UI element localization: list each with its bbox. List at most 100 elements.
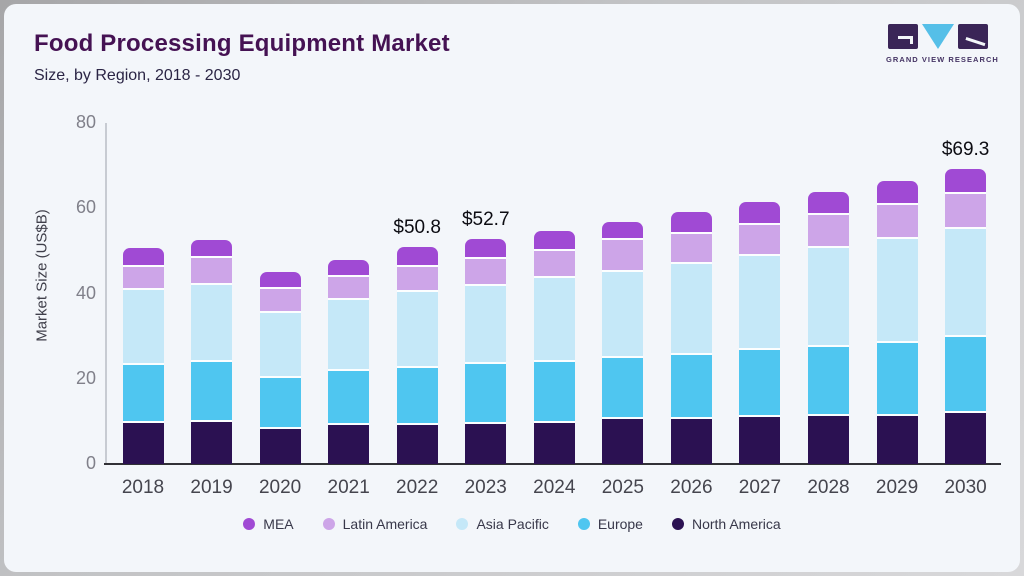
bar-2022-north-america [396, 423, 438, 464]
bar-2026 [670, 211, 712, 464]
value-label-2030: $69.3 [941, 138, 990, 160]
legend-label-north-america: North America [691, 516, 781, 532]
x-axis-line [104, 463, 1001, 465]
bar-2020-north-america [259, 427, 301, 464]
x-tick-2023: 2023 [464, 477, 507, 498]
y-tick-60: 60 [75, 197, 96, 218]
bar-2019-asia-pacific [191, 282, 233, 361]
logo-g-icon [888, 24, 918, 49]
y-axis-title: Market Size (US$B) [33, 209, 51, 342]
bar-2021-mea [328, 260, 370, 275]
x-tick-2020: 2020 [258, 477, 302, 498]
bar-2026-asia-pacific [670, 261, 712, 353]
bar-2028-latin-america [808, 212, 849, 247]
x-tick-2027: 2027 [738, 477, 782, 498]
bar-2028-north-america [808, 414, 849, 464]
y-tick-40: 40 [75, 282, 96, 303]
bar-2030-asia-pacific [945, 226, 987, 336]
bar-2023-asia-pacific [465, 284, 507, 363]
bar-2018-north-america [122, 420, 164, 464]
legend-item-latin-america: Latin America [322, 516, 428, 532]
bar-2024-mea [533, 231, 575, 250]
bar-2020-europe [259, 375, 301, 428]
bar-2024-latin-america [533, 249, 575, 276]
x-tick-2029: 2029 [875, 477, 919, 498]
legend-dot-europe [577, 518, 590, 530]
bar-2018 [122, 248, 164, 464]
bar-2027 [739, 202, 781, 464]
bar-2027-europe [739, 348, 781, 416]
bar-2019-north-america [191, 419, 233, 464]
x-tick-2025: 2025 [601, 477, 644, 498]
bar-2026-north-america [670, 417, 712, 464]
bar-2025-mea [602, 221, 644, 239]
bar-2028-asia-pacific [808, 246, 849, 346]
y-axis-line [105, 123, 107, 464]
bar-2019-europe [191, 360, 233, 420]
gvr-logo: GRAND VIEW RESEARCH [886, 24, 999, 64]
bar-2022 [396, 247, 438, 464]
legend-item-europe: Europe [577, 516, 643, 532]
logo-r-icon [958, 24, 988, 49]
bar-2025-asia-pacific [602, 270, 644, 356]
x-tick-2018: 2018 [121, 477, 165, 498]
bar-2029-asia-pacific [876, 237, 918, 342]
x-tick-2021: 2021 [327, 477, 370, 498]
bar-2027-latin-america [739, 222, 781, 255]
bar-2029 [876, 180, 918, 464]
bar-2024 [533, 231, 575, 464]
legend-label-mea: MEA [263, 516, 294, 532]
y-tick-80: 80 [75, 112, 96, 132]
bar-2018-latin-america [122, 264, 164, 288]
page-title: Food Processing Equipment Market [34, 30, 450, 57]
legend-dot-mea [243, 518, 256, 530]
x-tick-2026: 2026 [670, 477, 713, 498]
chart-legend: MEA Latin America Asia Pacific Europe North … [4, 516, 1020, 532]
legend-dot-asia-pacific [456, 518, 469, 530]
bar-2028 [808, 192, 849, 464]
bar-2018-asia-pacific [122, 287, 164, 363]
bar-2023-latin-america [465, 256, 507, 285]
bar-2020-asia-pacific [259, 310, 301, 376]
gvr-logo-marks [886, 24, 990, 50]
bar-2021-europe [328, 369, 370, 424]
legend-label-latin-america: Latin America [342, 516, 428, 532]
bar-2024-asia-pacific [533, 276, 575, 360]
bar-2029-europe [876, 341, 918, 414]
bar-2019-latin-america [191, 255, 233, 283]
x-tick-2028: 2028 [807, 477, 850, 498]
bar-2018-europe [122, 362, 164, 421]
value-label-2022: $50.8 [393, 217, 441, 239]
y-tick-0: 0 [85, 453, 96, 473]
bar-2026-europe [670, 352, 712, 418]
logo-v-icon [922, 24, 954, 49]
logo-text: GRAND VIEW RESEARCH [886, 55, 999, 64]
bar-2027-north-america [739, 415, 781, 464]
bar-2029-mea [876, 180, 918, 203]
legend-item-mea: MEA [243, 516, 294, 532]
bar-2023-north-america [465, 421, 507, 464]
x-tick-2030: 2030 [944, 477, 987, 498]
bar-2026-latin-america [670, 231, 712, 262]
bar-2030 [945, 168, 987, 464]
bar-2027-mea [739, 202, 781, 223]
x-tick-2024: 2024 [533, 477, 576, 498]
bar-2029-north-america [876, 413, 918, 464]
bar-2020-latin-america [259, 286, 301, 311]
bar-2021-north-america [328, 423, 370, 464]
bar-2024-north-america [533, 420, 575, 464]
bar-2026-mea [670, 211, 712, 232]
page-subtitle: Size, by Region, 2018 - 2030 [34, 67, 241, 84]
bar-2020 [259, 272, 301, 464]
bar-2019 [191, 239, 233, 464]
bar-2030-mea [945, 168, 987, 192]
bar-2030-europe [945, 335, 987, 412]
bar-2021-asia-pacific [328, 297, 370, 370]
y-tick-20: 20 [75, 367, 96, 388]
bar-2020-mea [259, 272, 301, 287]
bar-2022-mea [396, 247, 438, 266]
bar-2022-asia-pacific [396, 290, 438, 366]
bar-2025-europe [602, 355, 644, 418]
legend-item-north-america: North America [671, 516, 781, 532]
bar-2021 [328, 260, 370, 464]
